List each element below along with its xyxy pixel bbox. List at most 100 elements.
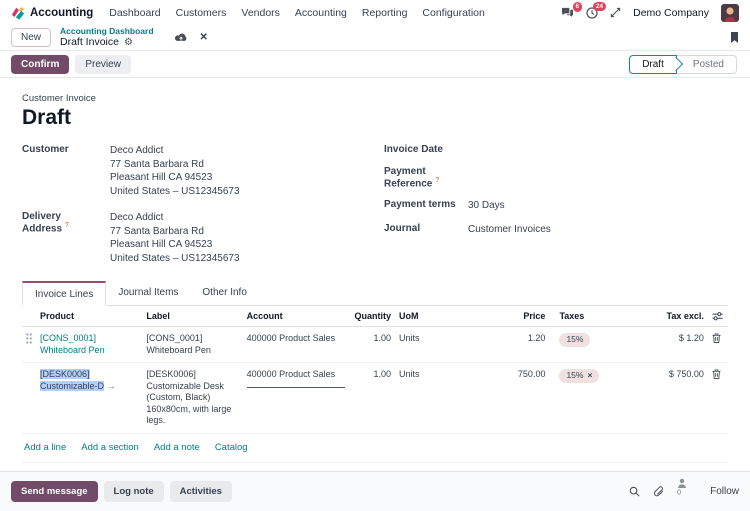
catalog-link[interactable]: Catalog [214, 441, 248, 453]
drag-handle-icon[interactable] [26, 333, 32, 344]
bookmark-icon[interactable] [730, 32, 739, 43]
app-switcher[interactable]: Accounting [11, 6, 93, 20]
line-actions: Add a line Add a section Add a note Cata… [22, 434, 728, 463]
add-a-line-link[interactable]: Add a line [24, 441, 67, 453]
delete-line-icon[interactable] [707, 326, 728, 363]
taxes-cell[interactable]: 15% [549, 326, 630, 363]
messages-badge: 6 [572, 2, 583, 12]
top-navbar: Accounting Dashboard Customers Vendors A… [0, 0, 750, 25]
internal-link-icon[interactable]: → [106, 380, 116, 391]
subtotal-cell: $ 750.00 [629, 362, 708, 434]
delete-line-icon[interactable] [707, 362, 728, 434]
confirm-button[interactable]: Confirm [11, 54, 70, 74]
tab-journal-items[interactable]: Journal Items [118, 287, 179, 298]
label-cell[interactable]: [CONS_0001] Whiteboard Pen [142, 326, 243, 363]
resize-panels-icon[interactable] [610, 7, 621, 18]
handle-column [22, 306, 37, 327]
payment-terms-label: Payment terms [384, 199, 456, 211]
subtotal-cell: $ 1.20 [629, 326, 708, 363]
table-row: [CONS_0001] Whiteboard Pen [CONS_0001] W… [22, 326, 728, 363]
price-cell[interactable]: 1.20 [441, 326, 550, 363]
activities-button[interactable]: Activities [169, 481, 232, 502]
tab-other-info[interactable]: Other Info [202, 287, 247, 298]
menu-reporting[interactable]: Reporting [361, 6, 408, 19]
label-cell[interactable]: [DESK0006] Customizable Desk (Custom, Bl… [142, 362, 243, 434]
app-name: Accounting [30, 6, 94, 19]
add-a-section-link[interactable]: Add a section [81, 441, 139, 453]
add-a-note-link[interactable]: Add a note [153, 441, 200, 453]
send-message-button[interactable]: Send message [11, 481, 98, 502]
tab-invoice-lines[interactable]: Invoice Lines [22, 281, 107, 306]
status-posted[interactable]: Posted [692, 58, 724, 70]
search-messages-icon[interactable] [629, 486, 640, 497]
followers-icon[interactable]: 0 [677, 478, 687, 506]
actions-gear-icon[interactable]: ⚙ [123, 36, 133, 48]
notebook-tabs: Invoice Lines Journal Items Other Info [22, 280, 728, 306]
col-price: Price [441, 306, 550, 327]
product-link[interactable]: [CONS_0001] Whiteboard Pen [40, 333, 105, 355]
menu-vendors[interactable]: Vendors [241, 6, 280, 19]
control-panel: New Accounting Dashboard Draft Invoice ⚙… [0, 25, 750, 51]
follow-button[interactable]: Follow [710, 486, 739, 497]
help-tooltip-icon: ? [64, 222, 70, 229]
log-note-button[interactable]: Log note [103, 481, 164, 502]
statusbar: Draft Posted [629, 54, 737, 74]
main-menu: Dashboard Customers Vendors Accounting R… [109, 7, 485, 19]
breadcrumb-parent-link[interactable]: Accounting Dashboard [60, 25, 154, 36]
col-label: Label [142, 306, 243, 327]
col-product: Product [36, 306, 143, 327]
tax-badge[interactable]: 15% × [559, 369, 600, 383]
menu-configuration[interactable]: Configuration [422, 6, 485, 19]
product-cell-editing[interactable]: [DESK0006] Customizable-D → [36, 362, 143, 434]
col-quantity: Quantity [348, 306, 396, 327]
col-uom: UoM [395, 306, 442, 327]
table-row: [DESK0006] Customizable-D → [DESK0006] C… [22, 362, 728, 434]
col-tax-excl: Tax excl. [629, 306, 708, 327]
invoice-form-sheet: Customer Invoice Draft Customer Deco Add… [0, 78, 750, 471]
col-taxes: Taxes [549, 306, 630, 327]
customer-label: Customer [22, 144, 69, 155]
chatter-bar: Send message Log note Activities 0 Follo… [0, 471, 750, 511]
menu-dashboard[interactable]: Dashboard [109, 6, 161, 19]
messages-icon[interactable]: 6 [561, 2, 583, 18]
delivery-address-value[interactable]: Deco Addict 77 Santa Barbara Rd Pleasant… [110, 212, 240, 264]
price-cell[interactable]: 750.00 [441, 362, 550, 434]
remove-tax-icon[interactable]: × [587, 370, 593, 380]
customer-value[interactable]: Deco Addict 77 Santa Barbara Rd Pleasant… [110, 145, 240, 197]
tax-badge[interactable]: 15% [559, 333, 591, 347]
activities-clock-icon[interactable]: 24 [586, 1, 607, 19]
document-type-label: Customer Invoice [22, 93, 96, 104]
activities-badge: 24 [592, 1, 607, 12]
payment-terms-value[interactable]: 30 Days [468, 200, 505, 212]
payment-reference-field[interactable] [468, 166, 728, 178]
save-cloud-icon[interactable] [174, 32, 188, 43]
optional-columns-icon[interactable] [707, 306, 728, 327]
delivery-address-label: Delivery Address ? [22, 211, 70, 235]
invoice-date-field[interactable] [468, 144, 728, 156]
quantity-cell[interactable]: 1.00 [348, 362, 396, 434]
preview-button[interactable]: Preview [75, 54, 131, 74]
attachments-icon[interactable] [653, 485, 664, 498]
invoice-date-label: Invoice Date [384, 144, 443, 155]
quantity-cell[interactable]: 1.00 [348, 326, 396, 363]
menu-accounting[interactable]: Accounting [294, 6, 347, 19]
journal-label: Journal [384, 222, 421, 234]
journal-value[interactable]: Customer Invoices [468, 223, 551, 235]
uom-cell[interactable]: Units [395, 362, 442, 434]
taxes-cell[interactable]: 15% × [549, 362, 630, 434]
account-cell-editing[interactable]: 400000 Product Sales [242, 362, 349, 434]
followers-count: 0 [677, 489, 681, 497]
uom-cell[interactable]: Units [395, 326, 442, 363]
company-menu[interactable]: Demo Company [633, 6, 709, 19]
app-logo-icon [11, 6, 25, 20]
account-cell[interactable]: 400000 Product Sales [242, 326, 349, 363]
new-button[interactable]: New [11, 28, 52, 47]
payment-reference-label: Payment Reference ? [384, 166, 440, 190]
status-action-bar: Confirm Preview Draft Posted [0, 51, 750, 78]
invoice-lines-table: Product Label Account Quantity UoM Price… [22, 306, 728, 434]
user-avatar[interactable] [721, 3, 739, 22]
status-draft[interactable]: Draft [629, 54, 677, 74]
discard-icon[interactable]: ✕ [199, 32, 208, 43]
menu-customers[interactable]: Customers [175, 6, 227, 19]
